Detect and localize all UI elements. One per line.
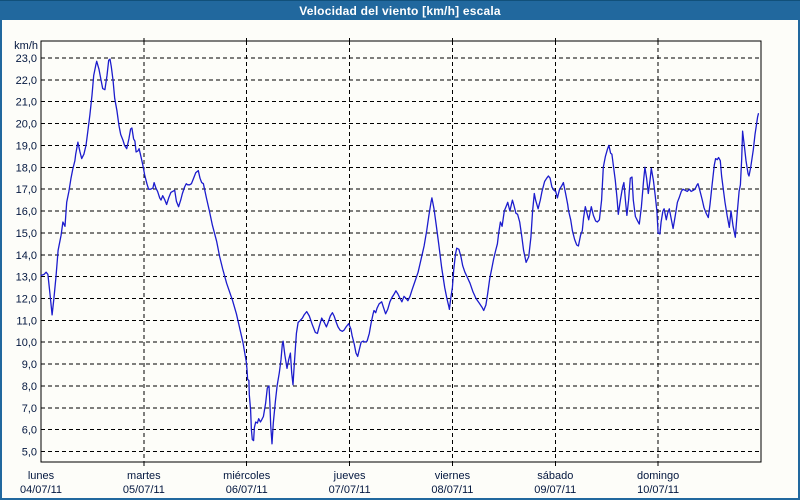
x-axis-day-label: domingo <box>637 470 679 482</box>
y-axis-tick-label: 20,0 <box>16 119 37 131</box>
y-axis-tick-label: 6,0 <box>22 425 37 437</box>
x-axis-day-label: sábado <box>537 470 573 482</box>
y-axis-unit-label: km/h <box>14 40 38 52</box>
y-axis-tick-label: 23,0 <box>16 53 37 65</box>
wind-speed-line <box>40 58 760 445</box>
x-axis-day-label: miércoles <box>223 470 271 482</box>
x-axis-date-label: 08/07/11 <box>431 484 473 496</box>
x-axis-date-label: 10/07/11 <box>637 484 679 496</box>
x-axis-date-label: 09/07/11 <box>534 484 576 496</box>
y-axis-tick-label: 8,0 <box>22 381 37 393</box>
y-axis-tick-label: 22,0 <box>16 75 37 87</box>
y-axis-tick-label: 7,0 <box>22 403 37 415</box>
chart-title: Velocidad del viento [km/h] escala <box>299 3 501 18</box>
y-axis-tick-label: 11,0 <box>16 315 37 327</box>
y-axis-tick-label: 17,0 <box>16 184 37 196</box>
y-axis-tick-label: 5,0 <box>22 447 37 459</box>
y-axis-tick-label: 15,0 <box>16 228 37 240</box>
x-axis-day-label: lunes <box>28 470 55 482</box>
x-axis-day-label: viernes <box>435 470 471 482</box>
plot-area[interactable] <box>40 40 762 463</box>
chart-title-bar: Velocidad del viento [km/h] escala <box>0 0 800 20</box>
y-axis-tick-label: 9,0 <box>22 359 37 371</box>
x-axis-date-label: 05/07/11 <box>123 484 165 496</box>
y-axis-tick-label: 16,0 <box>16 206 37 218</box>
y-axis-tick-label: 21,0 <box>16 97 37 109</box>
x-axis-day-label: martes <box>127 470 161 482</box>
y-axis-tick-label: 13,0 <box>16 272 37 284</box>
x-axis-date-label: 06/07/11 <box>226 484 268 496</box>
x-axis-date-label: 04/07/11 <box>20 484 62 496</box>
y-axis-tick-label: 14,0 <box>16 250 37 262</box>
y-axis-tick-label: 19,0 <box>16 140 37 152</box>
y-axis-tick-label: 10,0 <box>16 337 37 349</box>
y-axis-tick-label: 12,0 <box>16 293 37 305</box>
y-axis-tick-label: 18,0 <box>16 162 37 174</box>
x-axis-day-label: jueves <box>333 470 366 482</box>
x-axis-date-label: 07/07/11 <box>329 484 371 496</box>
